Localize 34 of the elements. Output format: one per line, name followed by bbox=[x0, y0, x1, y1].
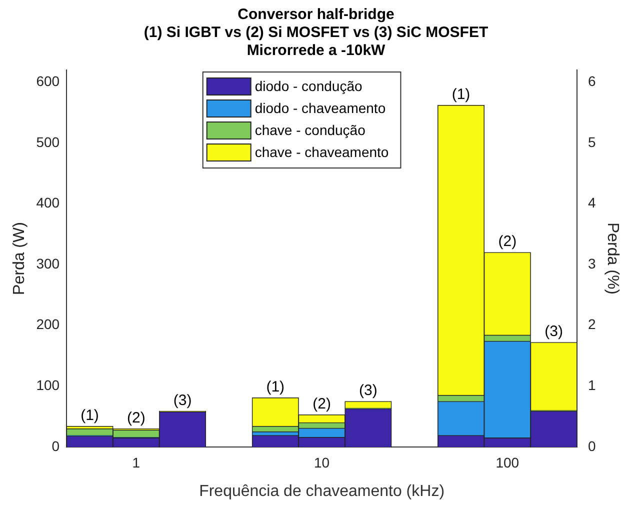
y2-tick-label: 3 bbox=[588, 255, 596, 272]
y-tick-label: 300 bbox=[36, 255, 60, 272]
annotation: (2) bbox=[498, 233, 517, 250]
x-tick-label: 100 bbox=[496, 454, 520, 470]
annotation: (3) bbox=[544, 323, 563, 340]
y2-tick-label: 4 bbox=[588, 194, 596, 211]
x-tick-label: 10 bbox=[314, 454, 330, 470]
y-tick-label: 500 bbox=[36, 134, 60, 150]
y-axis-title: Perda (W) bbox=[11, 222, 28, 295]
annotation: (3) bbox=[359, 382, 378, 400]
legend-label: diodo - condução bbox=[254, 78, 362, 94]
legend-label: chave - chaveamento bbox=[254, 144, 389, 160]
y-tick-label: 0 bbox=[52, 438, 60, 454]
annotation: (2) bbox=[126, 409, 146, 426]
y-tick-label: 100 bbox=[36, 377, 60, 394]
y2-tick-label: 5 bbox=[588, 134, 596, 150]
y2-tick-label: 1 bbox=[588, 377, 596, 394]
x-axis-title: Frequência de chaveamento (kHz) bbox=[199, 482, 445, 500]
y2-tick-label: 0 bbox=[588, 438, 596, 454]
annotation: (1) bbox=[452, 86, 470, 103]
x-tick-label: 1 bbox=[132, 454, 140, 470]
y-tick-label: 200 bbox=[36, 316, 60, 332]
y2-tick-label: 2 bbox=[588, 316, 596, 332]
legend-label: diodo - chaveamento bbox=[254, 100, 386, 116]
y2-tick-label: 6 bbox=[588, 73, 596, 90]
annotation: (2) bbox=[312, 395, 331, 412]
y2-axis-title: Perda (%) bbox=[604, 222, 621, 295]
y-tick-label: 400 bbox=[36, 194, 60, 211]
legend-label: chave - condução bbox=[254, 122, 366, 138]
annotation: (3) bbox=[173, 392, 192, 409]
annotation: (1) bbox=[266, 378, 285, 396]
annotation: (1) bbox=[80, 406, 99, 424]
y-tick-label: 600 bbox=[36, 73, 60, 90]
chart-title: Conversor half-bridge (1) Si IGBT vs (2) Si MOSFET vs (3) SiC MOSFET Microrrede a -10kW bbox=[144, 6, 488, 60]
